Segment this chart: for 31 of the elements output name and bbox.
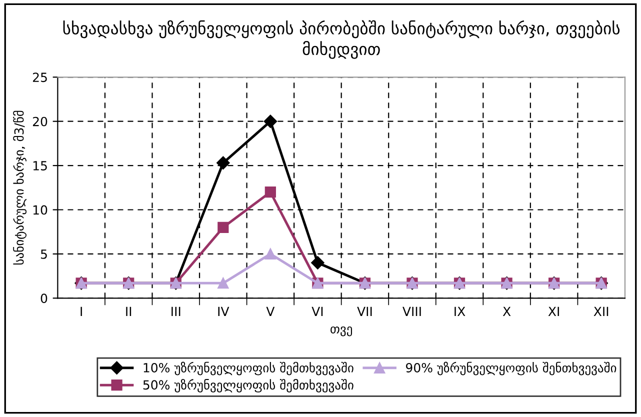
x-tick-label: III (172, 306, 180, 316)
x-tick-label: VII (357, 306, 372, 316)
x-tick-label: XI (548, 306, 559, 316)
x-tick-label: I (80, 306, 82, 316)
y-tick-label: 10 (33, 205, 48, 215)
x-tick-label: X (502, 306, 511, 316)
point (264, 186, 276, 198)
x-tick-label: VI (312, 306, 323, 316)
point (264, 114, 278, 128)
point (311, 256, 324, 270)
y-tick-label: 15 (33, 161, 47, 170)
point (264, 248, 276, 260)
legend-label: 50% უზრუნველყოფის შემთხვევაში (143, 378, 354, 392)
x-tick-label: II (126, 306, 132, 316)
y-tick-label: 20 (32, 116, 48, 126)
y-tick-label: 25 (32, 72, 47, 82)
x-tick-label: IX (454, 306, 466, 316)
x-tick-label: IV (218, 306, 230, 316)
y-tick-label: 5 (40, 250, 47, 259)
point (218, 278, 229, 289)
point (218, 222, 229, 233)
legend-label: 90% უზრუნველყოფის შენთხვევაში (406, 362, 616, 376)
y-axis-title: სანიტარული ხარჯი, მ3/წმ (13, 110, 27, 264)
chart-title: სხვადასხვა უზრუნველყოფის პირობებში სანიტარული ხარჯი, თვეების მიხედვით (63, 20, 620, 59)
legend-label: 10% უზრუნველყოფის შემთხვევაში (144, 362, 354, 376)
point (216, 156, 230, 170)
x-tick-label: XII (594, 306, 608, 316)
x-axis-title: თვე (330, 326, 352, 336)
x-tick-label: V (266, 306, 275, 316)
y-tick-label: 0 (40, 294, 48, 304)
x-tick-label: VIII (402, 306, 421, 316)
